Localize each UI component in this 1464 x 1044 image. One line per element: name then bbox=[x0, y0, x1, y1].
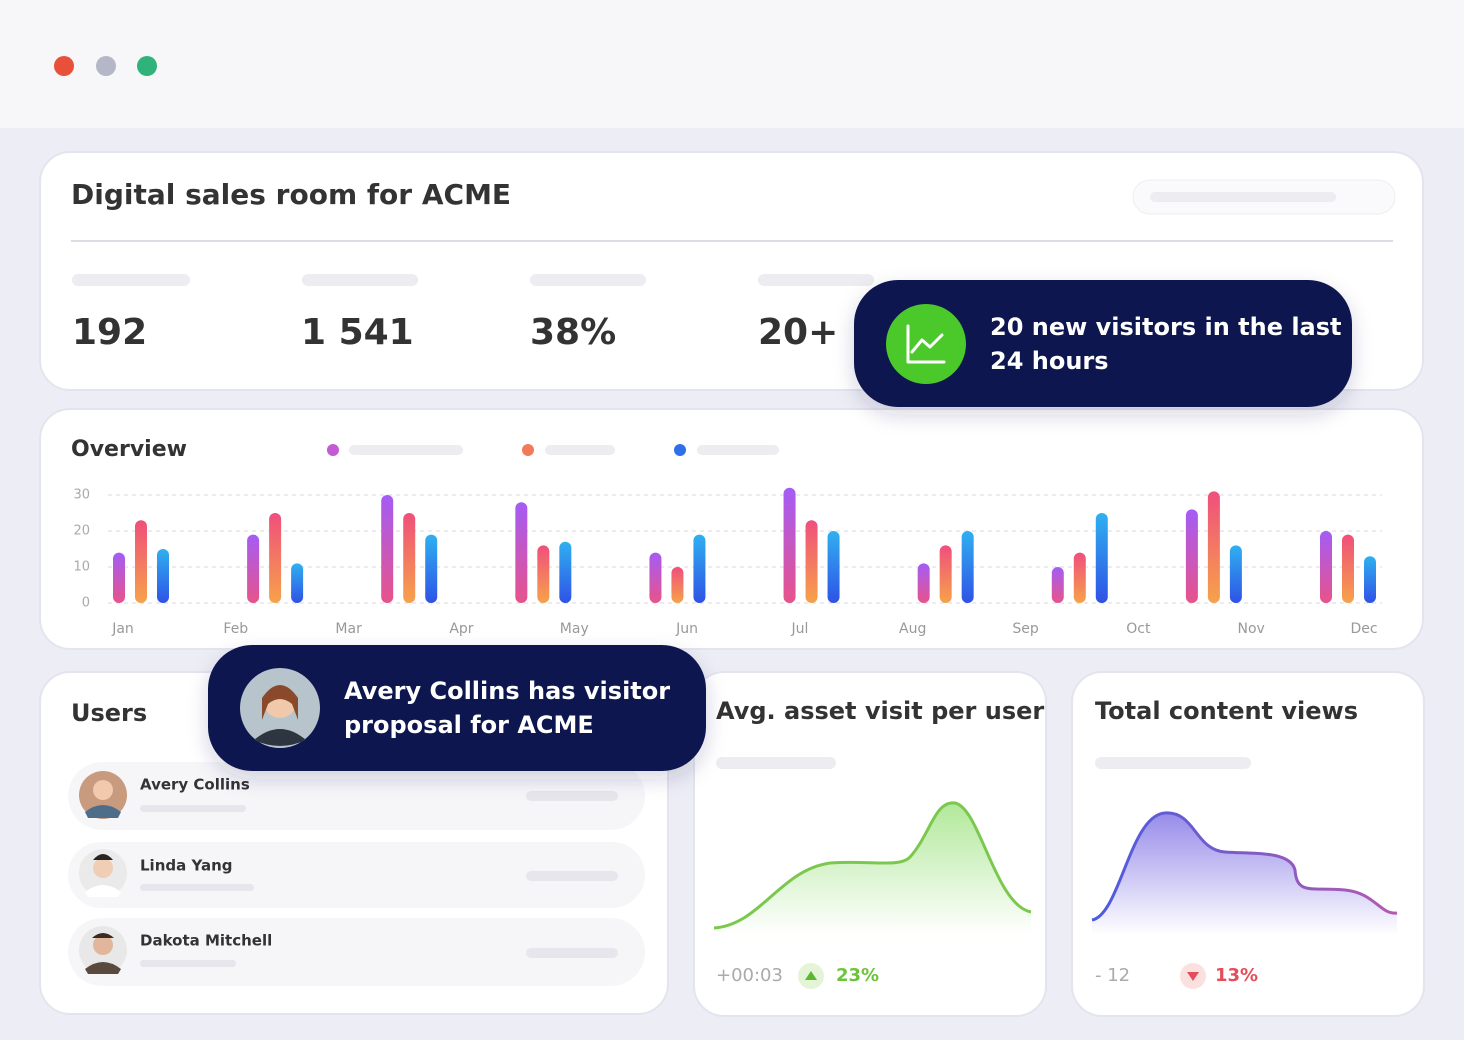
users-title: Users bbox=[71, 699, 147, 727]
x-tick-label: Aug bbox=[899, 621, 926, 637]
bar bbox=[425, 534, 438, 603]
user-name: Avery Collins bbox=[140, 776, 250, 794]
legend bbox=[327, 444, 779, 456]
placeholder bbox=[349, 445, 463, 455]
y-tick-label: 10 bbox=[73, 560, 90, 575]
area-fill bbox=[1092, 812, 1397, 935]
card-title: Avg. asset visit per user bbox=[716, 697, 1044, 725]
change: 13% bbox=[1215, 965, 1258, 986]
bar bbox=[1207, 491, 1220, 603]
x-tick-label: May bbox=[560, 621, 589, 637]
bar bbox=[515, 502, 528, 603]
placeholder bbox=[545, 445, 615, 455]
bar bbox=[649, 552, 662, 603]
placeholder bbox=[302, 274, 418, 286]
stat: 38% bbox=[530, 312, 616, 353]
bar bbox=[693, 534, 706, 603]
x-tick-label: Nov bbox=[1238, 621, 1265, 637]
legend-dot bbox=[674, 444, 686, 456]
notification-text: proposal for ACME bbox=[344, 711, 594, 739]
bar bbox=[269, 513, 282, 603]
bar bbox=[157, 549, 169, 603]
placeholder bbox=[758, 274, 874, 286]
change: 23% bbox=[836, 965, 879, 986]
bar bbox=[381, 495, 394, 603]
bar bbox=[1320, 531, 1332, 603]
bar bbox=[1185, 509, 1198, 603]
x-tick-label: Sep bbox=[1012, 621, 1039, 637]
user-row[interactable]: Linda Yang bbox=[68, 842, 645, 908]
stat: 1 541 bbox=[301, 312, 414, 353]
area-fill bbox=[714, 802, 1031, 935]
bar bbox=[291, 563, 304, 603]
down-arrow bbox=[1187, 972, 1199, 981]
card-title: Total content views bbox=[1095, 697, 1358, 725]
bar bbox=[1364, 556, 1376, 603]
placeholder bbox=[697, 445, 779, 455]
bar bbox=[1229, 545, 1242, 603]
trend-line bbox=[1091, 811, 1398, 922]
user-name: Dakota Mitchell bbox=[140, 932, 272, 950]
placeholder bbox=[1150, 192, 1336, 202]
up-arrow bbox=[805, 971, 817, 980]
x-tick-label: Feb bbox=[223, 621, 248, 637]
placeholder bbox=[1095, 757, 1251, 769]
x-tick-label: Oct bbox=[1126, 621, 1151, 637]
bar bbox=[1051, 567, 1064, 603]
minimize-button[interactable] bbox=[96, 56, 116, 76]
legend-dot bbox=[522, 444, 534, 456]
bar bbox=[1095, 513, 1108, 603]
close-button[interactable] bbox=[54, 56, 74, 76]
notification-text: 24 hours bbox=[990, 347, 1109, 375]
notification-text: Avery Collins has visitor bbox=[344, 677, 670, 705]
bar-chart: 0 10 20 30 Jan Feb Mar Apr May Jun Jul Aug Sep Oct Nov… bbox=[73, 487, 1382, 637]
notification-text: 20 new visitors in the last bbox=[990, 313, 1342, 341]
notification[interactable]: 20 new visitors in the last 24 hours bbox=[854, 280, 1352, 407]
chart-title: Overview bbox=[71, 437, 187, 462]
user-name: Linda Yang bbox=[140, 857, 232, 875]
bar bbox=[247, 534, 260, 603]
x-tick-label: Dec bbox=[1350, 621, 1377, 637]
y-tick-label: 0 bbox=[82, 596, 90, 611]
bar bbox=[1342, 534, 1354, 603]
x-tick-label: Jun bbox=[675, 621, 698, 637]
user-row[interactable]: Dakota Mitchell bbox=[68, 918, 645, 986]
bar bbox=[939, 545, 952, 603]
bar bbox=[113, 552, 125, 603]
x-tick-label: Apr bbox=[449, 621, 473, 637]
bar bbox=[805, 520, 818, 603]
title-bar bbox=[0, 0, 1464, 128]
y-tick-label: 20 bbox=[73, 524, 90, 539]
bar bbox=[135, 520, 147, 603]
bar bbox=[1073, 552, 1086, 603]
bar bbox=[827, 531, 840, 603]
maximize-button[interactable] bbox=[137, 56, 157, 76]
placeholder bbox=[530, 274, 646, 286]
trend-line bbox=[713, 801, 1032, 930]
placeholder bbox=[716, 757, 836, 769]
stat: 20+ bbox=[758, 312, 838, 353]
placeholder bbox=[72, 274, 190, 286]
notification[interactable]: Avery Collins has visitor proposal for A… bbox=[208, 645, 706, 771]
delta: - 12 bbox=[1095, 965, 1130, 986]
bar bbox=[961, 531, 974, 603]
bar bbox=[537, 545, 550, 603]
x-tick-label: Jul bbox=[790, 621, 808, 637]
delta: +00:03 bbox=[716, 965, 783, 986]
bar bbox=[917, 563, 930, 603]
bar bbox=[671, 567, 684, 603]
user-row[interactable]: Avery Collins bbox=[68, 762, 645, 830]
bar bbox=[403, 513, 416, 603]
y-tick-label: 30 bbox=[73, 488, 90, 503]
x-tick-label: Mar bbox=[335, 621, 362, 637]
legend-dot bbox=[327, 444, 339, 456]
header-title: Digital sales room for ACME bbox=[71, 178, 511, 211]
stat: 192 bbox=[72, 312, 147, 353]
bar bbox=[783, 487, 796, 603]
x-tick-label: Jan bbox=[111, 621, 134, 637]
bar bbox=[559, 541, 572, 603]
